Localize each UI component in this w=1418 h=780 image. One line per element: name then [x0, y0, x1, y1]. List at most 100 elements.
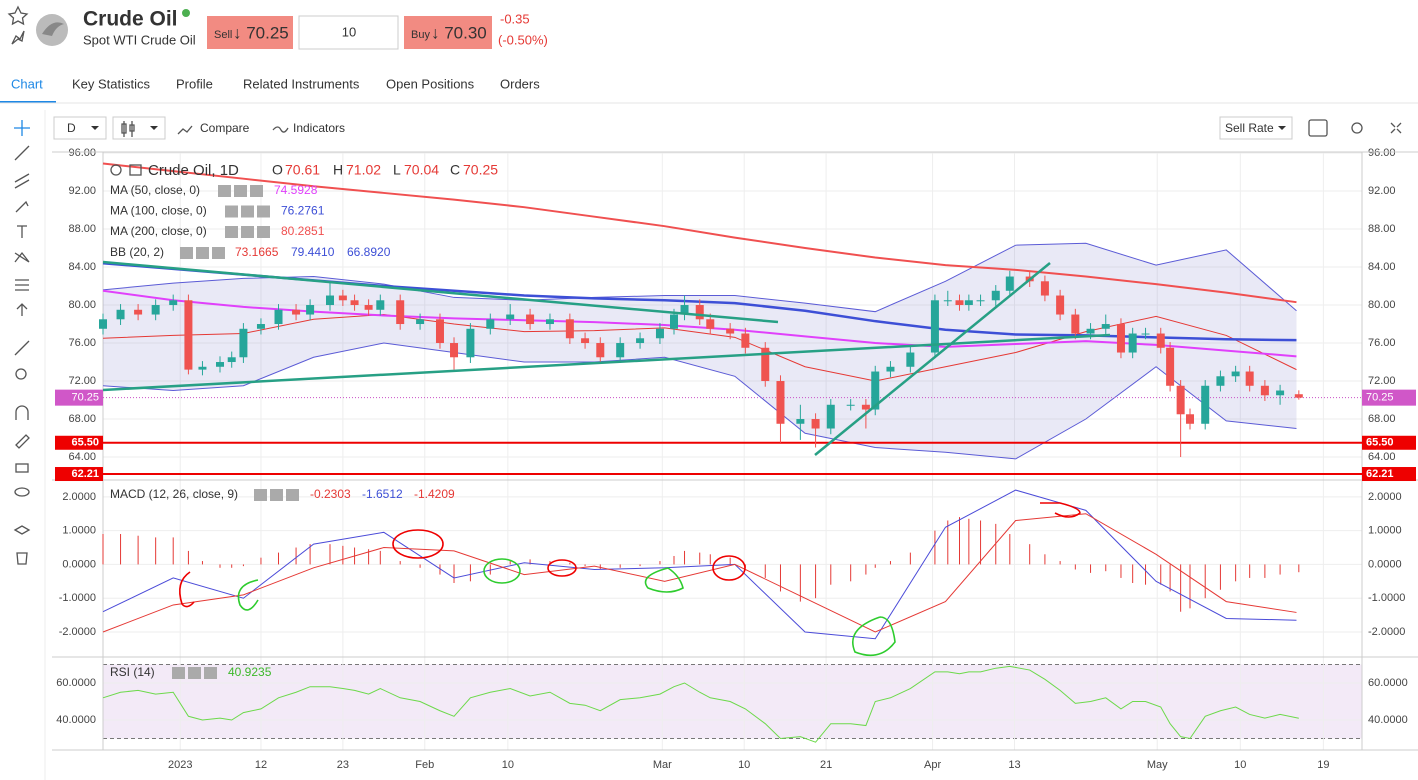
text-tool[interactable]	[17, 225, 27, 238]
fib-tool[interactable]	[14, 173, 30, 189]
last-price-label: 70.25	[1366, 392, 1394, 404]
magnet-tool[interactable]	[15, 405, 29, 420]
arrow-tool[interactable]	[16, 303, 28, 316]
candle-body	[991, 290, 1000, 301]
symbol: Crude Oil	[83, 8, 178, 31]
compare-button[interactable]: Compare	[200, 121, 250, 135]
y-tick-label: 40.0000	[56, 714, 96, 726]
candle-body	[325, 295, 334, 306]
compare-icon[interactable]	[177, 125, 193, 135]
x-tick-label: 10	[1234, 759, 1246, 771]
bb-basis	[102, 314, 1297, 382]
visibility-tool[interactable]	[14, 487, 30, 497]
y-tick-label: -1.0000	[59, 592, 96, 604]
candle-body	[274, 309, 283, 325]
annotation	[179, 571, 195, 608]
x-tick-label: 10	[738, 759, 750, 771]
candle-body	[1116, 324, 1125, 353]
y-tick-label: 76.00	[68, 337, 96, 349]
candle-body	[726, 328, 735, 334]
legend-toggle[interactable]	[110, 164, 122, 176]
brush-tool[interactable]	[15, 200, 29, 213]
favorite-icon[interactable]	[7, 5, 29, 26]
legend-icon	[254, 489, 267, 501]
buy-button[interactable]	[404, 16, 492, 49]
settings-button[interactable]	[1351, 122, 1363, 134]
tab[interactable]: Related Instruments	[243, 76, 360, 91]
legend-icon	[250, 185, 263, 197]
chart-type-select[interactable]	[112, 116, 166, 140]
candle-body	[826, 404, 835, 429]
legend-icon	[234, 185, 247, 197]
y-tick-label: -2.0000	[59, 626, 96, 638]
legend-value: 66.8920	[347, 245, 391, 259]
rate: Sell Rate	[1225, 121, 1274, 135]
indicators-icon[interactable]	[272, 126, 289, 133]
legend-icon	[241, 226, 254, 238]
candle-body	[1005, 276, 1014, 291]
layers-tool[interactable]	[13, 525, 31, 535]
change-pct: (-0.50%)	[498, 32, 548, 47]
last-price-tag	[1362, 389, 1416, 406]
tab[interactable]: Key Statistics	[72, 76, 151, 91]
candle-body	[1056, 295, 1065, 315]
candle-body	[184, 300, 193, 370]
y-tick-label: 96.00	[68, 147, 96, 159]
candle-body	[930, 300, 939, 353]
rate-select[interactable]	[1219, 116, 1293, 140]
trendline	[102, 333, 1111, 392]
interval: D	[67, 121, 76, 135]
tab[interactable]: Orders	[500, 76, 540, 91]
ohlc-value: 70.61	[285, 162, 320, 178]
tab[interactable]: Chart	[11, 76, 43, 91]
y-tick-label: 80.00	[1368, 299, 1396, 311]
fullscreen-button[interactable]	[1390, 122, 1402, 134]
ohlc-value: 70.04	[404, 162, 439, 178]
candle-body	[116, 309, 125, 320]
candle-body	[256, 324, 265, 329]
candle-body	[486, 319, 495, 329]
y-tick-label: 64.00	[68, 451, 96, 463]
tab[interactable]: Open Positions	[386, 76, 475, 91]
chart: 2023 12 23 Feb 10 Mar 10 21 Apr 13 May 10 19 96.00 96.…	[52, 147, 1418, 771]
y-tick-label: 68.00	[68, 413, 96, 425]
annotation	[392, 529, 444, 559]
candle-body	[506, 314, 515, 320]
lock-tool[interactable]	[15, 463, 29, 473]
y-tick-label: 84.00	[1368, 261, 1396, 273]
y-tick-label: -2.0000	[1368, 626, 1405, 638]
quantity: 10	[342, 24, 356, 39]
candle-body	[338, 295, 347, 301]
ruler-tool[interactable]	[14, 340, 30, 356]
trendline-tool[interactable]	[14, 145, 30, 161]
candle-body	[1086, 328, 1095, 334]
pattern-tool[interactable]	[14, 251, 30, 263]
candle-body	[227, 357, 236, 363]
lock-drawing-tool[interactable]	[15, 434, 30, 449]
layout-button[interactable]	[1308, 119, 1328, 137]
candle-body	[964, 300, 973, 306]
indicators-button[interactable]: Indicators	[293, 121, 345, 135]
candle-body	[1166, 347, 1175, 386]
tab[interactable]: Profile	[176, 76, 213, 91]
delete-tool[interactable]	[16, 552, 28, 565]
x-tick-label: Apr	[924, 759, 941, 771]
candle-body	[1294, 394, 1303, 398]
y-tick-label: 80.00	[68, 299, 96, 311]
trendline	[102, 260, 779, 324]
measure-tool[interactable]	[15, 279, 29, 291]
annotation	[1040, 502, 1081, 518]
zoom-tool[interactable]	[15, 368, 27, 380]
interval-select[interactable]	[53, 116, 107, 140]
candle-body	[861, 404, 870, 410]
candle-body	[1128, 333, 1137, 353]
crosshair-tool[interactable]	[14, 120, 30, 136]
sell-button[interactable]	[207, 16, 293, 49]
alert-icon[interactable]	[11, 30, 25, 45]
candle-body	[776, 381, 785, 424]
candle-body	[1201, 385, 1210, 424]
candle-body	[545, 319, 554, 325]
legend-icon	[218, 185, 231, 197]
buy-price: ↓ 70.30	[431, 23, 487, 42]
quantity-input[interactable]	[298, 15, 399, 50]
